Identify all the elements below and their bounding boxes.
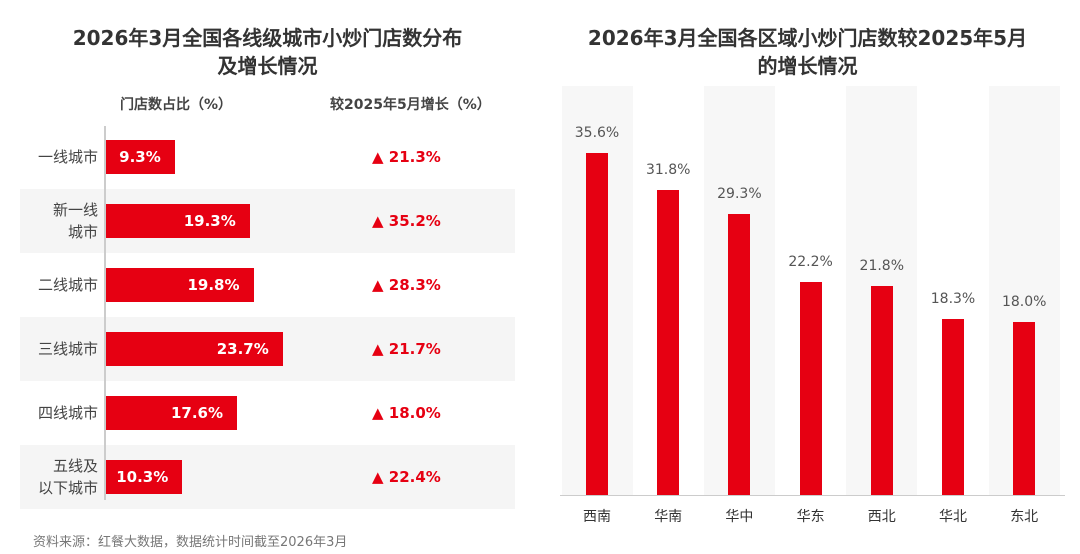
region-bar — [586, 153, 608, 495]
category-label-line: 新一线 — [52, 201, 98, 219]
table-row: 二线城市 19.8% ▲ 28.3% — [20, 253, 515, 317]
region-bar — [942, 319, 964, 495]
share-bar: 17.6% — [105, 396, 237, 430]
region-category-label: 东北 — [1010, 509, 1039, 525]
category-label-line: 四线城市 — [37, 404, 98, 422]
region-bar — [870, 285, 893, 495]
table-row: 一线城市 9.3% ▲ 21.3% — [20, 125, 515, 189]
growth-data-label: 21.7% — [383, 340, 441, 358]
growth-value: ▲ 21.3% — [372, 125, 441, 189]
region-category-label: 西北 — [867, 509, 896, 525]
table-row: 新一线城市 19.3% ▲ 35.2% — [20, 189, 515, 253]
growth-value: ▲ 22.4% — [372, 445, 441, 509]
region-bar — [799, 281, 822, 495]
up-triangle-icon: ▲ — [372, 212, 384, 230]
region-category-label: 西南 — [583, 509, 611, 525]
category-label-line: 以下城市 — [37, 479, 98, 497]
growth-value: ▲ 35.2% — [372, 189, 441, 253]
share-bar: 9.3% — [105, 140, 175, 174]
left-title-line2: 及增长情况 — [217, 54, 318, 78]
region-data-label: 18.3% — [930, 291, 976, 308]
share-bar: 19.8% — [105, 268, 254, 302]
share-bar: 19.3% — [105, 204, 250, 238]
category-label: 新一线城市 — [20, 189, 98, 253]
growth-data-label: 21.3% — [383, 148, 441, 166]
growth-data-label: 28.3% — [383, 276, 441, 294]
y-axis-line — [104, 126, 106, 500]
category-label: 二线城市 — [20, 253, 98, 317]
up-triangle-icon: ▲ — [372, 404, 384, 422]
category-label: 四线城市 — [20, 381, 98, 445]
region-category-label: 华北 — [939, 509, 967, 525]
left-title-line1: 2026年3月全国各线级城市小炒门店数分布 — [72, 26, 463, 50]
growth-value: ▲ 28.3% — [372, 253, 441, 317]
growth-data-label: 35.2% — [383, 212, 441, 230]
category-label-text: 三线城市 — [38, 338, 98, 360]
category-label: 一线城市 — [20, 125, 98, 189]
right-chart-title: 2026年3月全国各区域小炒门店数较2025年5月 的增长情况 — [545, 24, 1070, 80]
region-bar — [1013, 322, 1036, 495]
region-category-label: 华中 — [725, 509, 754, 525]
category-label-line: 二线城市 — [37, 276, 98, 294]
category-label-line: 城市 — [67, 223, 98, 241]
share-bar: 10.3% — [105, 460, 183, 494]
category-label-line: 三线城市 — [37, 340, 98, 358]
growth-data-label: 18.0% — [383, 404, 441, 422]
table-row: 五线及以下城市 10.3% ▲ 22.4% — [20, 445, 515, 509]
growth-column-header: 较2025年5月增长（%） — [330, 97, 491, 113]
right-title-line1: 2026年3月全国各区域小炒门店数较2025年5月 — [587, 26, 1028, 50]
up-triangle-icon: ▲ — [372, 148, 384, 166]
share-data-label: 17.6% — [170, 404, 223, 422]
table-row: 四线城市 17.6% ▲ 18.0% — [20, 381, 515, 445]
up-triangle-icon: ▲ — [372, 468, 384, 486]
source-note: 资料来源：红餐大数据，数据统计时间截至2026年3月 — [33, 535, 348, 550]
growth-value: ▲ 18.0% — [372, 381, 441, 445]
category-label-text: 新一线城市 — [53, 199, 98, 243]
category-label-text: 二线城市 — [38, 274, 98, 296]
share-data-label: 9.3% — [119, 148, 161, 166]
right-title-line2: 的增长情况 — [757, 54, 858, 78]
region-data-label: 18.0% — [1001, 294, 1047, 311]
region-data-label: 35.6% — [574, 125, 620, 142]
left-chart-title: 2026年3月全国各线级城市小炒门店数分布 及增长情况 — [20, 24, 515, 80]
growth-value: ▲ 21.7% — [372, 317, 441, 381]
share-data-label: 10.3% — [116, 468, 169, 486]
region-data-label: 21.8% — [859, 257, 905, 274]
category-label-text: 四线城市 — [38, 402, 98, 424]
growth-data-label: 22.4% — [383, 468, 441, 486]
category-label-line: 一线城市 — [37, 148, 98, 166]
table-row: 三线城市 23.7% ▲ 21.7% — [20, 317, 515, 381]
category-label: 五线及以下城市 — [20, 445, 98, 509]
share-column-header: 门店数占比（%） — [120, 97, 233, 113]
share-bar: 23.7% — [105, 332, 283, 366]
category-label-line: 五线及 — [52, 457, 98, 475]
region-data-label: 31.8% — [645, 161, 691, 178]
share-data-label: 19.3% — [183, 212, 236, 230]
category-label: 三线城市 — [20, 317, 98, 381]
up-triangle-icon: ▲ — [372, 340, 384, 358]
category-label-text: 一线城市 — [38, 146, 98, 168]
share-data-label: 23.7% — [216, 340, 269, 358]
region-data-label: 29.3% — [717, 185, 762, 202]
x-axis-line — [560, 495, 1065, 496]
region-category-label: 华南 — [654, 509, 683, 525]
category-label-text: 五线及以下城市 — [38, 455, 98, 499]
region-category-label: 华东 — [796, 509, 825, 525]
share-data-label: 19.8% — [187, 276, 240, 294]
region-bar — [657, 189, 680, 495]
up-triangle-icon: ▲ — [372, 276, 384, 294]
region-data-label: 22.2% — [788, 253, 833, 270]
region-bar — [728, 213, 751, 495]
